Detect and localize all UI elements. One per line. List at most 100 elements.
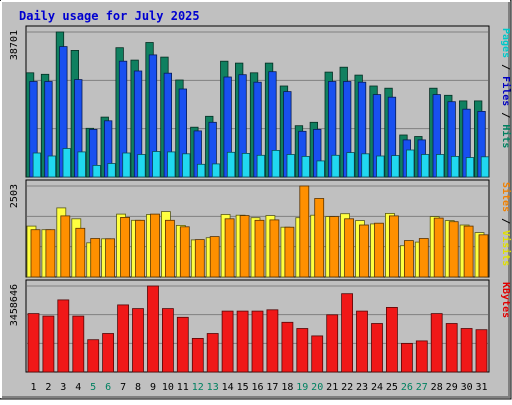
x-tick-label: 20 <box>311 382 323 393</box>
bar-kbytes-day-14 <box>221 310 234 373</box>
bar-sites-day-6 <box>105 238 115 278</box>
bar-sites-day-5 <box>90 238 101 278</box>
bar-pages-day-20 <box>316 160 325 178</box>
bar-pages-day-10 <box>167 151 176 178</box>
bar-kbytes-day-26 <box>400 342 413 373</box>
series-side-label: Sites / Visits <box>500 182 512 266</box>
x-tick-label: 29 <box>446 382 458 393</box>
bar-kbytes-day-18 <box>281 321 294 373</box>
bar-sites-day-21 <box>329 216 340 278</box>
x-tick-label: 21 <box>326 382 338 393</box>
bar-kbytes-day-16 <box>251 310 264 373</box>
x-tick-label: 8 <box>135 382 141 393</box>
x-tick-label: 2 <box>45 382 51 393</box>
bar-pages-day-27 <box>420 154 430 178</box>
bar-sites-day-22 <box>344 218 355 278</box>
bar-sites-day-19 <box>299 185 310 278</box>
bar-kbytes-day-3 <box>57 299 70 373</box>
bar-kbytes-day-31 <box>475 329 488 373</box>
panel-visits-sites: 2503 Sites / Visits <box>9 179 512 278</box>
bar-kbytes-day-20 <box>311 335 324 373</box>
side-label-part: Visits <box>500 230 512 266</box>
bar-kbytes-day-6 <box>102 333 114 373</box>
x-tick-label: 18 <box>281 382 293 393</box>
series-side-label: KBytes <box>500 282 511 318</box>
bar-sites-day-9 <box>150 213 160 278</box>
side-label-part: / <box>500 106 511 124</box>
x-tick-label: 30 <box>461 382 473 393</box>
x-tick-label: 12 <box>192 382 204 393</box>
bar-kbytes-day-24 <box>371 323 383 373</box>
bar-pages-day-5 <box>92 164 101 178</box>
x-tick-label: 17 <box>266 382 278 393</box>
bar-sites-day-1 <box>30 229 41 278</box>
side-label-part: Hits <box>500 124 512 148</box>
side-label-part: KBytes <box>500 282 511 318</box>
bar-sites-day-4 <box>75 227 86 278</box>
bar-pages-day-24 <box>376 155 385 178</box>
bar-kbytes-day-23 <box>356 310 368 373</box>
bar-sites-day-14 <box>224 218 235 278</box>
bar-pages-day-17 <box>271 149 281 178</box>
x-tick-label: 25 <box>386 382 398 393</box>
bar-pages-day-26 <box>406 149 415 178</box>
bar-kbytes-day-15 <box>236 310 249 373</box>
bar-sites-day-28 <box>433 217 444 278</box>
x-tick-label: 16 <box>251 382 263 393</box>
bar-pages-day-14 <box>226 151 236 178</box>
x-tick-label: 31 <box>475 382 487 393</box>
bar-sites-day-17 <box>269 219 280 278</box>
bar-pages-day-29 <box>450 155 460 178</box>
x-tick-label: 7 <box>120 382 126 393</box>
bar-pages-day-2 <box>47 155 56 178</box>
x-tick-label: 23 <box>356 382 368 393</box>
y-tick-label: 3458646 <box>9 284 20 326</box>
bar-pages-day-6 <box>107 163 116 178</box>
bar-sites-day-25 <box>388 215 399 278</box>
bar-pages-day-28 <box>435 154 445 178</box>
x-tick-label: 26 <box>401 382 413 393</box>
x-tick-label: 13 <box>207 382 219 393</box>
bar-kbytes-day-22 <box>341 293 354 373</box>
bar-sites-day-3 <box>60 215 71 278</box>
bar-sites-day-10 <box>164 219 175 278</box>
x-tick-label: 28 <box>431 382 443 393</box>
bar-sites-day-16 <box>254 219 265 278</box>
bar-kbytes-day-5 <box>87 339 100 373</box>
bar-sites-day-23 <box>359 224 369 278</box>
bar-pages-day-30 <box>465 157 475 178</box>
bar-pages-day-9 <box>152 151 161 178</box>
bar-sites-day-20 <box>314 198 325 278</box>
bar-sites-day-12 <box>194 239 205 278</box>
bar-pages-day-15 <box>241 152 251 178</box>
x-tick-label: 5 <box>90 382 96 393</box>
bar-kbytes-day-4 <box>72 315 85 373</box>
series-pages <box>32 148 490 178</box>
x-tick-label: 9 <box>150 382 156 393</box>
bar-pages-day-25 <box>391 155 400 178</box>
bar-kbytes-day-17 <box>266 309 279 373</box>
bar-sites-day-29 <box>448 221 459 278</box>
bar-pages-day-13 <box>211 163 221 178</box>
bar-pages-day-22 <box>346 152 355 178</box>
bar-kbytes-day-28 <box>430 313 443 373</box>
bar-sites-day-8 <box>135 219 145 278</box>
bar-kbytes-day-1 <box>27 313 40 373</box>
series-files <box>29 46 486 178</box>
bar-pages-day-16 <box>256 154 266 178</box>
bar-kbytes-day-12 <box>191 337 204 373</box>
bar-pages-day-7 <box>122 152 131 178</box>
bar-sites-day-26 <box>403 240 414 278</box>
x-tick-label: 15 <box>237 382 249 393</box>
bar-kbytes-day-30 <box>460 328 473 373</box>
bar-pages-day-8 <box>137 154 146 178</box>
series-kbytes <box>27 285 488 373</box>
side-label-part: / <box>500 212 511 230</box>
bar-sites-day-27 <box>418 238 429 278</box>
series-sites <box>30 185 489 278</box>
bar-pages-day-12 <box>196 163 206 178</box>
x-tick-label: 3 <box>60 382 66 393</box>
x-tick-label: 24 <box>371 382 383 393</box>
side-label-part: Sites <box>500 182 512 212</box>
